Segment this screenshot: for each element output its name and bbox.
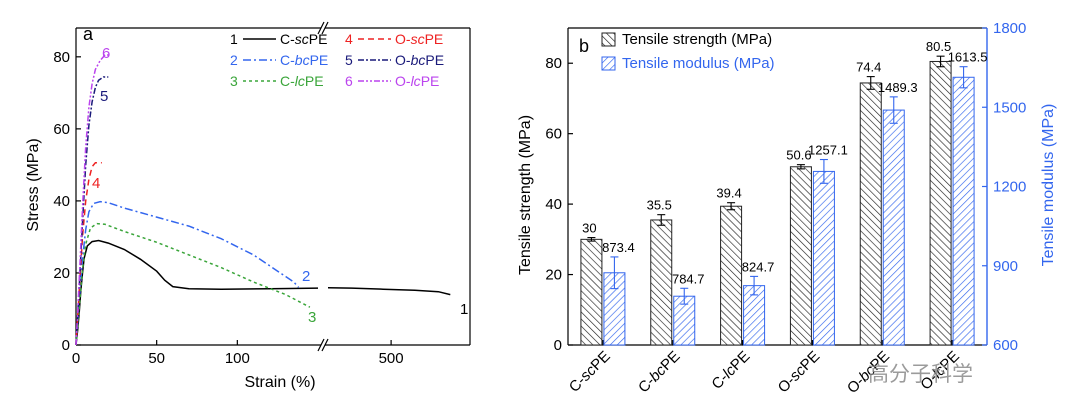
- curve-O-bcPE: [75, 76, 109, 346]
- panel-b-bars: 30 35.5 39.4 50.6 74.4 80.5 873.4 784.7 824.7 125…: [580, 39, 988, 346]
- panel-b-category-label-group: O-scPE: [775, 348, 824, 397]
- panel-a-curves: [75, 54, 451, 346]
- panel-a-y-tick-label: 20: [53, 265, 70, 282]
- data-label: 1489.3: [878, 80, 918, 95]
- curve-label-2: 2: [302, 268, 310, 285]
- panel-a-x-tick-label: 100: [225, 350, 250, 367]
- panel-b-y2-tick-label: 900: [993, 258, 1018, 275]
- bar-strength: [650, 219, 673, 346]
- panel-b-y-tick-label: 20: [545, 267, 562, 284]
- legend-label: Tensile strength (MPa): [622, 31, 772, 48]
- panel-b-left-axis-label: Tensile strength (MPa): [517, 115, 534, 275]
- panel-a-y-tick-label: 0: [62, 337, 70, 354]
- panel-b-y2-tick-label: 600: [993, 337, 1018, 354]
- curve-C-bcPE: [75, 200, 300, 346]
- legend-label-6: O-lcPE: [395, 73, 439, 89]
- bar-strength: [859, 82, 882, 346]
- data-label: 74.4: [856, 60, 881, 75]
- legend-label-3: C-lcPE: [280, 73, 324, 89]
- curve-O-lcPE: [75, 54, 110, 346]
- panel-b-y-tick-label: 0: [554, 337, 562, 354]
- panel-b-category-label-group: C-scPE: [566, 348, 614, 396]
- panel-b-legend: Tensile strength (MPa) Tensile modulus (M…: [601, 31, 775, 72]
- data-label: 1613.5: [948, 50, 988, 65]
- bar-strength: [720, 205, 743, 346]
- legend-number-5: 5: [345, 52, 353, 68]
- category-label: C-lcPE: [708, 348, 753, 393]
- bar-modulus: [882, 109, 905, 346]
- bar-modulus: [812, 170, 835, 346]
- axis-break-mark: [317, 338, 325, 352]
- axis-break-mark: [321, 21, 329, 35]
- legend-label-1: C-scPE: [280, 31, 327, 47]
- legend-number-1: 1: [230, 31, 238, 47]
- panel-b-right-axis-label: Tensile modulus (MPa): [1040, 104, 1057, 267]
- legend-label-4: O-scPE: [395, 31, 443, 47]
- panel-a-y-tick-label: 80: [53, 49, 70, 66]
- panel-a-x-tick-label: 50: [148, 350, 165, 367]
- data-label: 1257.1: [808, 143, 848, 158]
- category-label: C-scPE: [566, 348, 614, 396]
- panel-b-y2-tick-label: 1500: [993, 99, 1026, 116]
- axis-break-mark: [321, 338, 329, 352]
- curve-C-scPE: [327, 286, 451, 296]
- category-label: O-scPE: [775, 348, 824, 397]
- data-label: 39.4: [716, 186, 741, 201]
- curve-label-5: 5: [100, 88, 108, 105]
- legend-number-6: 6: [345, 73, 353, 89]
- panel-b-y-tick-label: 60: [545, 126, 562, 143]
- panel-a-legend: 1 C-scPE 2 C-bcPE 3 C-lcPE 4 O-scPE 5 O-bcPE 6 O-lc…: [230, 31, 444, 89]
- panel-a-curve-labels: 1 2 3 4 5 6: [92, 45, 468, 326]
- legend-number-3: 3: [230, 73, 238, 89]
- watermark-text: 高分子科学: [868, 362, 973, 386]
- curve-C-scPE: [75, 239, 319, 346]
- legend-swatch: [601, 32, 616, 47]
- curve-label-6: 6: [102, 45, 110, 62]
- panel-b-category-label-group: C-lcPE: [708, 348, 753, 393]
- bar-strength: [929, 60, 952, 346]
- panel-b-y-tick-label: 40: [545, 196, 562, 213]
- panel-a-x-axis-label: Strain (%): [244, 374, 315, 391]
- panel-b-axes: 0 20 40 60 80 600 900 1200 1500 1800 C-scPE C-bcPE C…: [545, 20, 1026, 397]
- category-label: C-bcPE: [635, 348, 684, 397]
- legend-label-5: O-bcPE: [395, 52, 444, 68]
- panel-a-x-tick-label: 0: [72, 350, 80, 367]
- data-label: 30: [582, 221, 596, 236]
- stress-strain-panel: a 0 20 40 60 80 0 50 100 500 1 2 3 4 5 6 1 C-scPE 2 C-bc…: [25, 21, 471, 391]
- legend-label-2: C-bcPE: [280, 52, 328, 68]
- panel-b-y-tick-label: 80: [545, 55, 562, 72]
- bar-strength: [580, 238, 603, 346]
- curve-label-1: 1: [460, 301, 468, 318]
- panel-b-y2-tick-label: 1200: [993, 179, 1026, 196]
- bar-modulus: [952, 76, 975, 346]
- panel-a-y-axis-label: Stress (MPa): [25, 138, 42, 231]
- curve-label-3: 3: [308, 309, 316, 326]
- data-label: 824.7: [742, 259, 775, 274]
- panel-label-a: a: [83, 24, 94, 44]
- data-label: 80.5: [926, 39, 951, 54]
- tensile-bar-panel: b 0 20 40 60 80 600 900 1200 1500 1800 C-scPE C-bcP…: [517, 20, 1057, 397]
- legend-label: Tensile modulus (MPa): [622, 55, 775, 72]
- panel-a-y-tick-label: 40: [53, 193, 70, 210]
- legend-swatch: [601, 56, 616, 71]
- panel-b-category-label-group: C-bcPE: [635, 348, 684, 397]
- curve-C-lcPE: [75, 222, 311, 346]
- panel-b-y2-tick-label: 1800: [993, 20, 1026, 37]
- panel-label-b: b: [579, 36, 589, 56]
- panel-a-y-tick-label: 60: [53, 121, 70, 138]
- data-label: 873.4: [602, 240, 635, 255]
- panel-a-x-tick-label: 500: [379, 350, 404, 367]
- bar-strength: [789, 166, 812, 346]
- data-label: 35.5: [647, 198, 672, 213]
- data-label: 50.6: [786, 148, 811, 163]
- curve-label-4: 4: [92, 175, 100, 192]
- legend-number-2: 2: [230, 52, 238, 68]
- axis-break-mark: [317, 21, 325, 35]
- legend-number-4: 4: [345, 31, 353, 47]
- data-label: 784.7: [672, 271, 705, 286]
